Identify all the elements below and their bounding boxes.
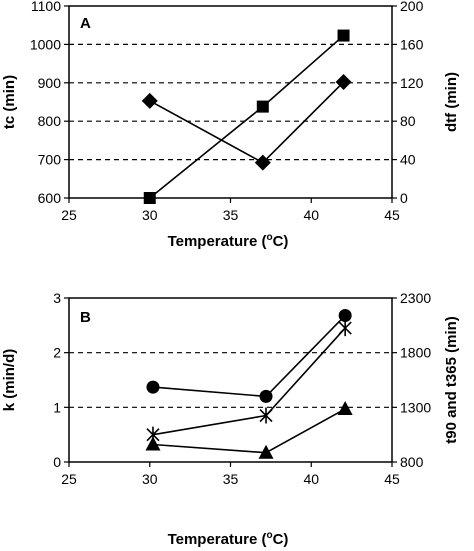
ytick-right-label: 200 (400, 0, 424, 14)
ytick-left-label: 800 (38, 113, 62, 129)
xtick-label: 45 (384, 471, 400, 487)
xtick-label: 40 (303, 207, 319, 223)
series-line-triangle (152, 408, 346, 454)
point-diamond (141, 92, 158, 109)
xtick-label: 30 (142, 207, 158, 223)
yticks-left-b: 0 1 2 3 (53, 290, 69, 470)
point-diamond (254, 154, 271, 171)
ytick-right-label: 2300 (400, 290, 431, 306)
ytick-left-label: 900 (38, 75, 62, 91)
ytick-right-label: 120 (400, 75, 424, 91)
y-axis-label-left-a: tc (min) (1, 75, 18, 129)
point-circle (338, 308, 352, 322)
panel-label-b: B (80, 309, 91, 326)
ytick-left-label: 2 (53, 345, 61, 361)
point-triangle (145, 436, 161, 451)
point-triangle (258, 444, 274, 459)
xtick-label: 40 (303, 471, 319, 487)
point-diamond (335, 74, 352, 91)
ytick-left-label: 1100 (31, 0, 61, 14)
ytick-right-label: 1300 (400, 399, 431, 415)
panel-a: 600 700 800 900 1000 1100 0 40 80 120 160 200 25 30… (1, 0, 460, 250)
y-axis-label-right-b: t90 and t365 (min) (443, 316, 460, 444)
xtick-label: 25 (61, 471, 77, 487)
ytick-left-label: 600 (38, 190, 62, 206)
x-axis-label-b: Temperature (oC) (168, 530, 289, 548)
ytick-left-label: 1 (53, 399, 61, 415)
series-line-diamond (149, 81, 345, 164)
panel-b: 0 1 2 3 800 1300 1800 2300 25 30 35 40 45 B k (min… (1, 290, 460, 548)
ytick-right-label: 1800 (400, 345, 431, 361)
ytick-right-label: 160 (400, 36, 424, 52)
plot-frame-b (68, 297, 393, 463)
panel-label-a: A (80, 15, 91, 32)
series-layer-b (145, 308, 353, 459)
point-star (259, 407, 273, 424)
point-star (338, 320, 352, 337)
xticks-a: 25 30 35 40 45 (61, 198, 400, 223)
xtick-label: 45 (384, 207, 400, 223)
xtick-label: 25 (61, 207, 77, 223)
ytick-right-label: 800 (400, 454, 424, 470)
ytick-left-label: 700 (38, 152, 62, 168)
yticks-left-a: 600 700 800 900 1000 1100 (30, 0, 69, 206)
ytick-left-label: 0 (53, 454, 61, 470)
point-square (337, 29, 350, 42)
yticks-right-a: 0 40 80 120 160 200 (392, 0, 424, 206)
xticks-b: 25 30 35 40 45 (61, 462, 400, 487)
point-square (256, 100, 269, 113)
ytick-right-label: 40 (400, 152, 416, 168)
ytick-right-label: 0 (400, 190, 408, 206)
xtick-label: 35 (223, 471, 239, 487)
ytick-left-label: 3 (53, 290, 61, 306)
y-axis-label-right-a: dtf (min) (443, 72, 460, 132)
xtick-label: 35 (223, 207, 239, 223)
point-circle (259, 389, 273, 403)
point-circle (146, 380, 160, 394)
x-axis-label-a: Temperature (oC) (168, 232, 289, 250)
ytick-right-label: 80 (400, 113, 416, 129)
ytick-left-label: 1000 (30, 36, 61, 52)
gridlines-b (69, 352, 392, 408)
gridlines-a (69, 43, 392, 161)
series-layer-a (141, 29, 352, 204)
xtick-label: 30 (142, 471, 158, 487)
yticks-right-b: 800 1300 1800 2300 (392, 290, 431, 470)
point-triangle (337, 400, 353, 415)
series-line-circle (152, 314, 346, 398)
y-axis-label-left-b: k (min/d) (1, 349, 18, 412)
